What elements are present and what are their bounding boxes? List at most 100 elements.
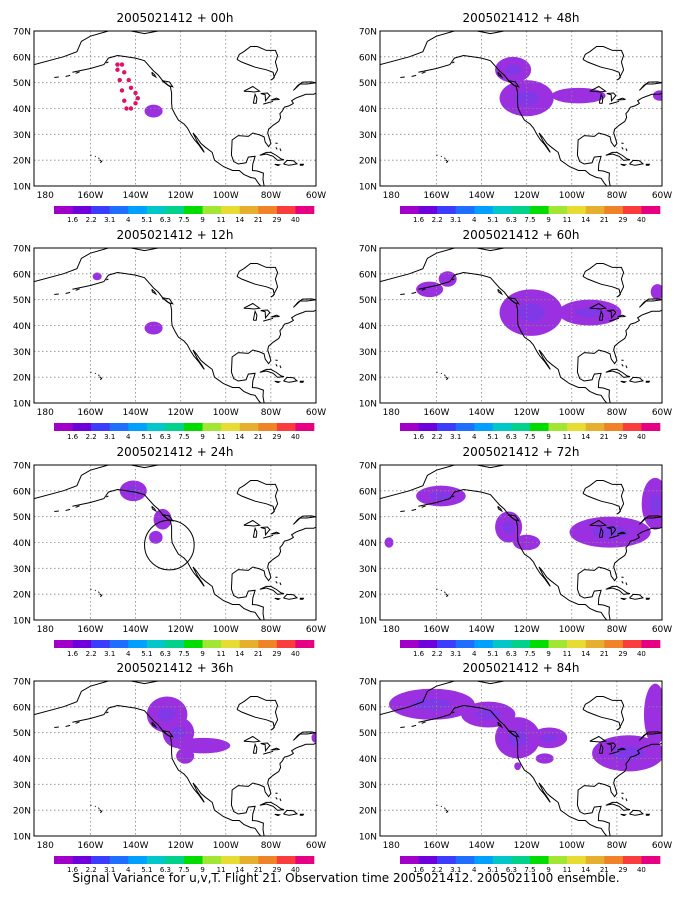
colorbar-swatch: [184, 206, 203, 214]
colorbar-swatch: [295, 206, 315, 214]
lon-tick-label: 80W: [607, 625, 627, 635]
coastline: [34, 681, 177, 716]
lon-tick-label: 60W: [306, 841, 326, 851]
coastline: [380, 681, 523, 716]
colorbar-label: 14: [235, 866, 244, 874]
colorbar-label: 11: [563, 866, 572, 874]
colorbar-swatch: [400, 206, 419, 214]
colorbar-swatch: [474, 856, 494, 864]
lon-tick-label: 100W: [213, 408, 239, 418]
flight-track-point: [119, 62, 125, 67]
lat-tick-label: 20N: [13, 157, 31, 167]
coastline: [259, 801, 285, 811]
lon-tick-label: 160W: [77, 408, 103, 418]
lat-tick-label: 30N: [359, 131, 377, 141]
colorbar-label: 9: [546, 866, 550, 874]
coastline: [274, 163, 282, 167]
colorbar-swatch: [437, 856, 457, 864]
colorbar-swatch: [221, 856, 241, 864]
coastline: [94, 155, 97, 158]
lon-tick-label: 160W: [423, 408, 449, 418]
colorbar-label: 6.3: [160, 216, 171, 224]
coastline: [444, 807, 446, 810]
colorbar-swatch: [146, 640, 166, 648]
colorbar-swatch: [418, 856, 438, 864]
coastline: [98, 374, 100, 377]
coastline: [151, 288, 158, 296]
colorbar-swatch: [72, 206, 92, 214]
lat-tick-label: 50N: [13, 729, 31, 739]
variance-region: [144, 104, 163, 118]
colorbar-swatch: [492, 423, 512, 431]
lat-tick-label: 40N: [13, 755, 31, 765]
colorbar-label: 1.6: [413, 650, 425, 658]
lat-tick-label: 10N: [13, 400, 31, 410]
coastline: [75, 721, 80, 724]
colorbar-label: 4: [126, 216, 131, 224]
coastline: [105, 61, 109, 64]
variance-region: [652, 90, 662, 101]
lon-tick-label: 140W: [122, 841, 148, 851]
coastline: [418, 704, 608, 836]
coastline: [94, 372, 97, 375]
colorbar-swatch: [221, 640, 241, 648]
lon-tick-label: 160W: [77, 191, 103, 201]
coastline: [34, 248, 177, 283]
colorbar-swatch: [622, 423, 642, 431]
lon-tick-label: 100W: [213, 841, 239, 851]
colorbar-swatch: [437, 206, 457, 214]
coastline: [271, 314, 280, 318]
colorbar-label: 5.1: [141, 650, 152, 658]
variance-region: [311, 732, 316, 743]
coastline: [625, 365, 628, 369]
panel-title: 2005021412 + 48h: [463, 11, 580, 25]
coastline: [99, 593, 103, 598]
lon-tick-label: 60W: [306, 408, 326, 418]
colorbar-label: 4: [126, 650, 131, 658]
colorbar-label: 29: [272, 216, 281, 224]
colorbar-label: 3.1: [450, 650, 461, 658]
lon-tick-label: 160W: [423, 625, 449, 635]
colorbar-swatch: [567, 423, 587, 431]
colorbar-swatch: [91, 423, 111, 431]
coastline: [54, 76, 59, 78]
coastline: [621, 364, 624, 367]
coastline: [260, 92, 271, 103]
map-frame: [33, 680, 317, 837]
coastline: [576, 307, 662, 403]
coastline: [259, 151, 285, 161]
coastline: [260, 309, 271, 320]
lat-tick-label: 20N: [13, 807, 31, 817]
variance-region: [438, 271, 457, 287]
colorbar-label: 4: [472, 650, 477, 658]
variance-core: [516, 303, 546, 322]
colorbar-swatch: [585, 423, 605, 431]
colorbar-label: 14: [581, 866, 590, 874]
coastline: [589, 85, 607, 93]
coastline: [105, 495, 109, 498]
colorbar-label: 4: [472, 433, 477, 441]
lat-tick-label: 30N: [359, 348, 377, 358]
colorbar-label: 40: [291, 433, 300, 441]
colorbar-label: 6.3: [506, 433, 517, 441]
coastline: [620, 597, 628, 601]
lat-tick-label: 30N: [13, 131, 31, 141]
colorbar-label: 5.1: [141, 433, 152, 441]
variance-region: [149, 530, 163, 544]
flight-track-point: [133, 90, 138, 96]
colorbar-label: 21: [254, 650, 263, 658]
variance-region: [153, 508, 172, 530]
colorbar-label: 21: [600, 866, 609, 874]
map-panel: 2005021412 + 36h 70N 60N 50N 40N 30N 20N 10N 180…: [13, 661, 326, 874]
coastline: [445, 159, 449, 164]
colorbar-label: 40: [291, 866, 300, 874]
colorbar-label: 7.5: [178, 650, 189, 658]
map-frame: [379, 680, 663, 837]
colorbar-label: 2.2: [432, 216, 443, 224]
colorbar-swatch: [258, 206, 278, 214]
coastline: [65, 291, 71, 294]
lon-tick-label: 80W: [261, 191, 281, 201]
lat-tick-label: 60N: [359, 270, 377, 280]
coastline: [252, 92, 258, 104]
lon-tick-label: 180: [37, 841, 54, 851]
